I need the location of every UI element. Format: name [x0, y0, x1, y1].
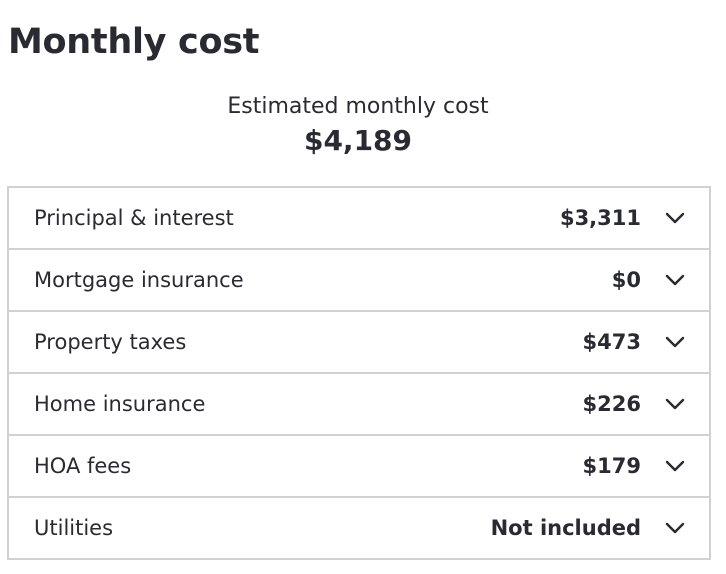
- cost-row-label: HOA fees: [34, 454, 132, 478]
- chevron-down-icon[interactable]: [663, 206, 687, 230]
- cost-row-property-taxes[interactable]: Property taxes $473: [9, 312, 709, 374]
- chevron-down-icon[interactable]: [663, 392, 687, 416]
- cost-row-value: $3,311: [559, 206, 641, 230]
- chevron-down-icon[interactable]: [663, 454, 687, 478]
- cost-breakdown-table: Principal & interest $3,311 Mortgage ins…: [7, 186, 711, 560]
- cost-row-label: Home insurance: [34, 392, 206, 416]
- cost-row-utilities[interactable]: Utilities Not included: [9, 498, 709, 558]
- page-title: Monthly cost: [8, 22, 260, 62]
- cost-row-value: Not included: [490, 516, 641, 540]
- cost-row-value: $226: [582, 392, 641, 416]
- cost-row-hoa-fees[interactable]: HOA fees $179: [9, 436, 709, 498]
- chevron-down-icon[interactable]: [663, 268, 687, 292]
- chevron-down-icon[interactable]: [663, 516, 687, 540]
- cost-row-value: $473: [582, 330, 641, 354]
- cost-row-label: Utilities: [34, 516, 114, 540]
- cost-row-label: Principal & interest: [34, 206, 234, 230]
- estimated-monthly-cost-summary: Estimated monthly cost $4,189: [0, 92, 716, 160]
- cost-row-mortgage-insurance[interactable]: Mortgage insurance $0: [9, 250, 709, 312]
- estimated-monthly-cost-label: Estimated monthly cost: [227, 94, 489, 119]
- cost-row-principal-interest[interactable]: Principal & interest $3,311: [9, 188, 709, 250]
- cost-row-label: Mortgage insurance: [34, 268, 244, 292]
- cost-row-value: $179: [582, 454, 641, 478]
- cost-row-home-insurance[interactable]: Home insurance $226: [9, 374, 709, 436]
- estimated-monthly-cost-value: $4,189: [303, 124, 413, 157]
- cost-row-label: Property taxes: [34, 330, 187, 354]
- chevron-down-icon[interactable]: [663, 330, 687, 354]
- cost-row-value: $0: [611, 268, 641, 292]
